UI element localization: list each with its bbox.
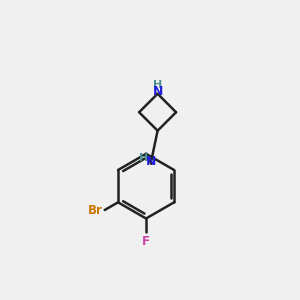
Text: N: N [152, 85, 163, 98]
Text: N: N [146, 155, 157, 168]
Text: H: H [139, 153, 148, 164]
Text: Br: Br [88, 203, 102, 217]
Text: F: F [142, 235, 150, 248]
Text: H: H [153, 80, 162, 89]
